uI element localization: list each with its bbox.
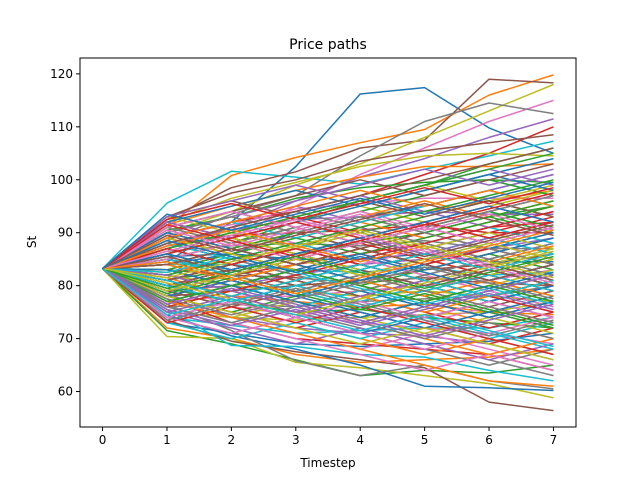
price-path-line — [102, 268, 554, 350]
x-tick-label: 1 — [163, 433, 171, 447]
y-axis-label: St — [25, 236, 39, 249]
price-path-line — [102, 102, 554, 270]
x-tick-label: 3 — [292, 433, 300, 447]
price-path-line — [102, 268, 554, 387]
price-path-line — [101, 140, 554, 270]
x-axis-label: Timestep — [299, 456, 355, 470]
price-path-line — [102, 267, 554, 345]
y-tick-label: 120 — [50, 67, 73, 81]
y-tick-label: 110 — [50, 120, 73, 134]
x-tick-label: 5 — [421, 433, 429, 447]
x-tick-label: 6 — [485, 433, 493, 447]
price-path-line — [102, 268, 554, 348]
price-path-line — [102, 255, 554, 290]
x-axis: 0 1 2 3 4 5 6 7 — [99, 427, 558, 447]
price-path-line — [102, 152, 554, 270]
chart-title: Price paths — [289, 37, 367, 53]
price-path-line — [102, 202, 554, 270]
price-path-line — [102, 263, 554, 297]
x-tick-label: 0 — [99, 433, 107, 447]
price-path-line — [102, 118, 554, 270]
x-tick-label: 4 — [356, 433, 364, 447]
y-tick-label: 70 — [58, 332, 73, 346]
price-path-line — [102, 224, 554, 270]
price-path-line — [102, 268, 554, 327]
x-tick-label: 7 — [550, 433, 558, 447]
price-path-line — [102, 147, 554, 270]
series-lines — [101, 74, 554, 412]
price-path-line — [102, 247, 554, 282]
price-path-line — [102, 268, 554, 303]
x-tick-label: 2 — [228, 433, 236, 447]
price-path-line — [102, 268, 554, 392]
price-path-line — [101, 268, 554, 399]
price-path-line — [102, 268, 554, 337]
y-tick-label: 90 — [58, 226, 73, 240]
price-path-line — [102, 255, 554, 305]
price-path-line — [102, 152, 554, 270]
price-path-line — [102, 239, 554, 270]
price-path-line — [102, 229, 554, 295]
y-tick-label: 100 — [50, 173, 73, 187]
y-tick-label: 80 — [58, 279, 73, 293]
price-path-line — [102, 134, 554, 270]
price-path-line — [102, 268, 554, 337]
price-path-line — [102, 86, 554, 270]
price-path-line — [102, 268, 554, 412]
price-path-line — [102, 179, 554, 276]
y-tick-label: 60 — [58, 385, 73, 399]
price-path-line — [102, 189, 554, 270]
price-path-line — [102, 205, 554, 271]
price-path-line — [102, 192, 554, 270]
plot-frame — [79, 57, 577, 428]
y-axis: 60 70 80 90 100 110 120 — [50, 67, 80, 399]
price-path-line — [102, 181, 554, 270]
price-path-line — [102, 242, 554, 292]
price-path-line — [102, 229, 554, 279]
